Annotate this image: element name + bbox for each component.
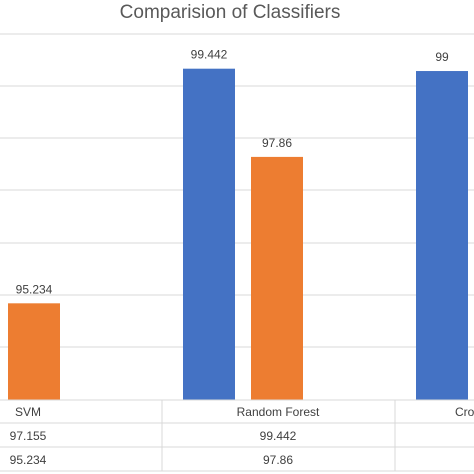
table-cell: 97.86 — [263, 453, 293, 467]
data-label: 99.442 — [191, 48, 228, 62]
bar-svm-series-2 — [8, 303, 60, 400]
data-label: 99 — [435, 50, 449, 64]
table-cell: 97.155 — [10, 429, 47, 443]
bar-cro-series-1 — [416, 71, 468, 400]
bar-random-forest-series-1 — [183, 68, 235, 401]
table-cell: 99.442 — [260, 429, 297, 443]
category-label: Cro — [455, 405, 474, 419]
bar-random-forest-series-2 — [251, 156, 303, 400]
table-cell: 95.234 — [10, 453, 47, 467]
data-label: 95.234 — [16, 282, 53, 296]
bars — [8, 68, 468, 401]
data-table: SVM Random Forest Cro 97.155 99.442 95.234 97.… — [0, 399, 474, 472]
category-label: Random Forest — [237, 405, 320, 419]
gridlines — [0, 33, 474, 401]
data-label: 97.86 — [262, 136, 292, 150]
category-label: SVM — [15, 405, 41, 419]
chart-title: Comparision of Classifiers — [120, 2, 341, 23]
